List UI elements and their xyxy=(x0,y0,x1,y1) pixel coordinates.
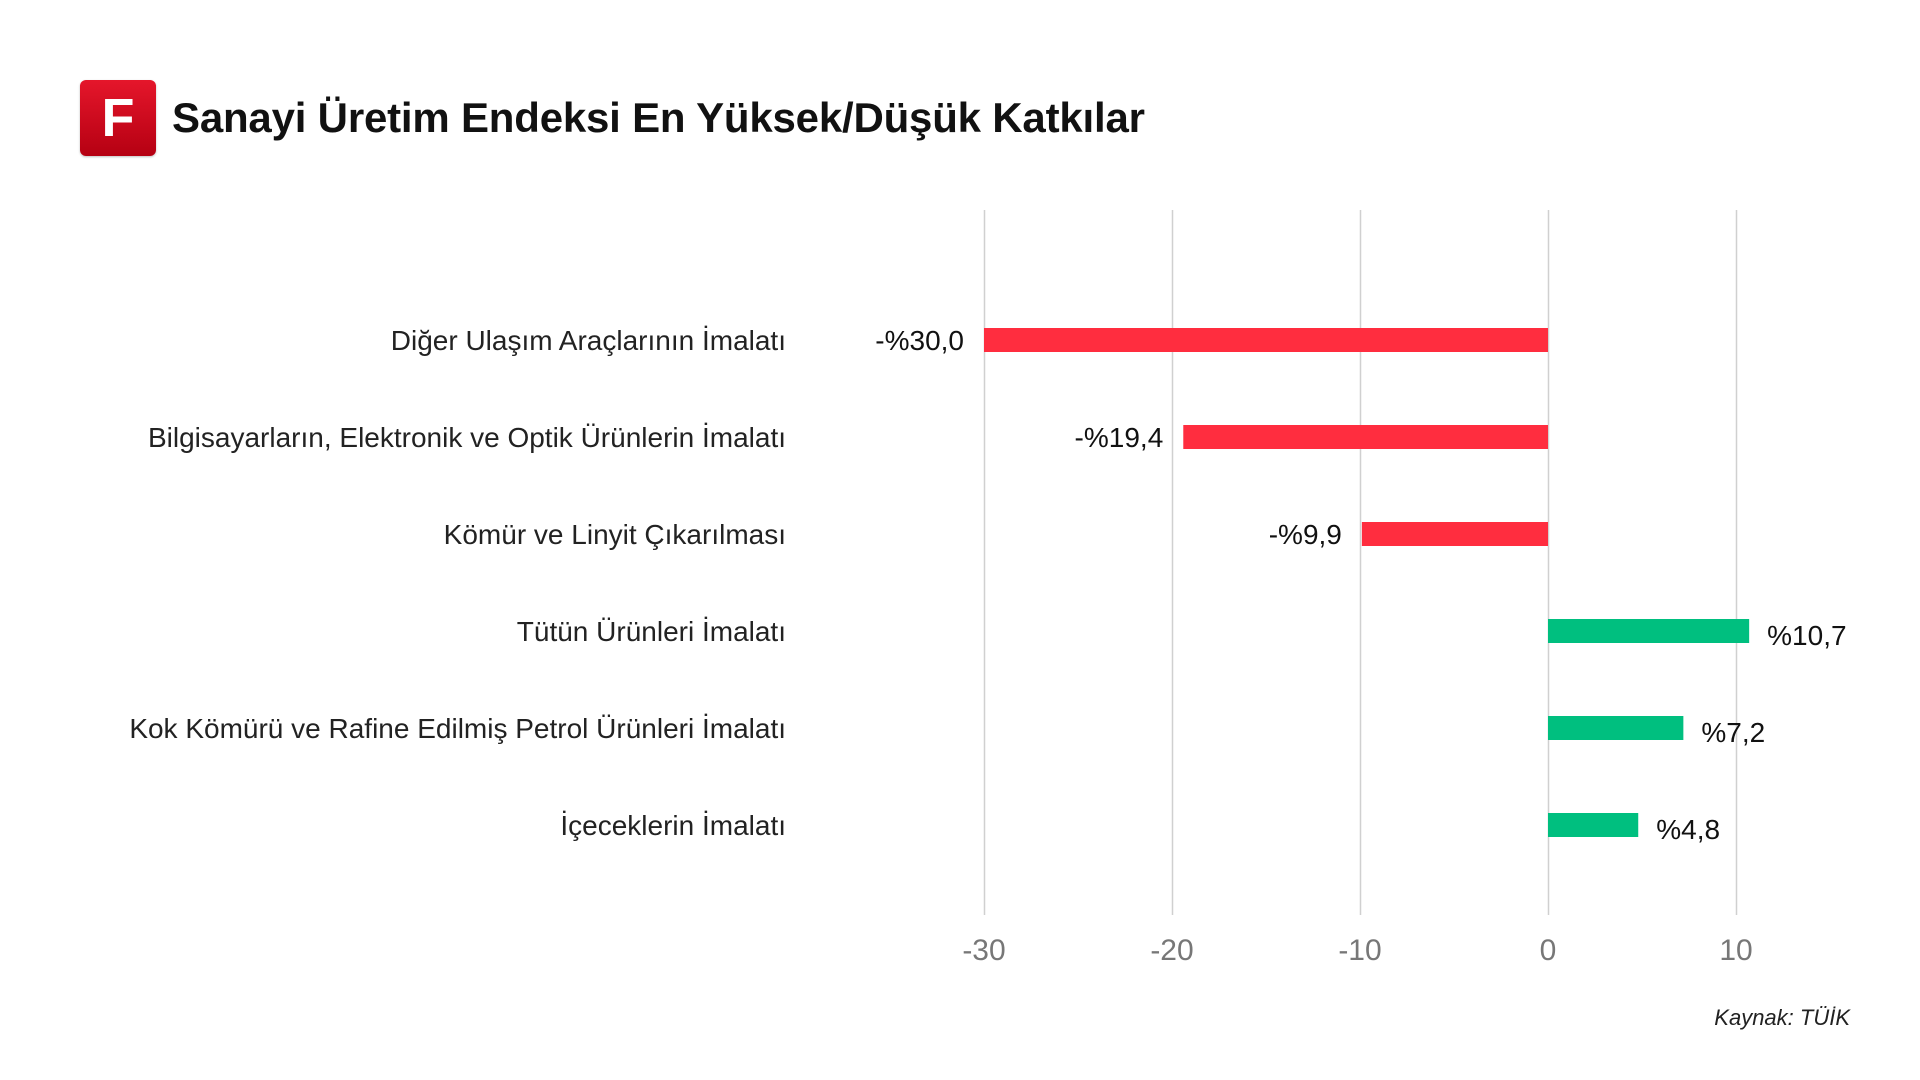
x-tick-label: 0 xyxy=(1540,934,1557,967)
bar xyxy=(1183,425,1548,449)
category-label: Tütün Ürünleri İmalatı xyxy=(517,616,786,647)
data-label: -%30,0 xyxy=(875,325,964,356)
x-tick-label: -30 xyxy=(962,934,1005,967)
category-label: Kömür ve Linyit Çıkarılması xyxy=(444,519,786,550)
data-label: %4,8 xyxy=(1656,814,1720,845)
category-label: İçeceklerin İmalatı xyxy=(560,810,786,841)
x-tick-label: 10 xyxy=(1719,934,1752,967)
bar xyxy=(1548,619,1750,643)
brand-logo-icon: F xyxy=(80,80,156,156)
x-tick-label: -20 xyxy=(1150,934,1193,967)
bar xyxy=(1548,716,1684,740)
data-label: %7,2 xyxy=(1701,717,1765,748)
data-label: -%19,4 xyxy=(1075,422,1164,453)
data-label: %10,7 xyxy=(1767,620,1846,651)
bar xyxy=(1548,813,1639,837)
source-note: Kaynak: TÜİK xyxy=(1714,1005,1850,1030)
category-label: Kok Kömürü ve Rafine Edilmiş Petrol Ürün… xyxy=(129,713,786,744)
data-label: -%9,9 xyxy=(1269,519,1342,550)
x-tick-label: -10 xyxy=(1338,934,1381,967)
bar xyxy=(984,328,1548,352)
category-label: Diğer Ulaşım Araçlarının İmalatı xyxy=(391,325,786,356)
chart-header: F Sanayi Üretim Endeksi En Yüksek/Düşük … xyxy=(80,80,1145,156)
category-label: Bilgisayarların, Elektronik ve Optik Ürü… xyxy=(148,422,786,453)
chart-title: Sanayi Üretim Endeksi En Yüksek/Düşük Ka… xyxy=(172,94,1145,141)
bar xyxy=(1361,522,1548,546)
